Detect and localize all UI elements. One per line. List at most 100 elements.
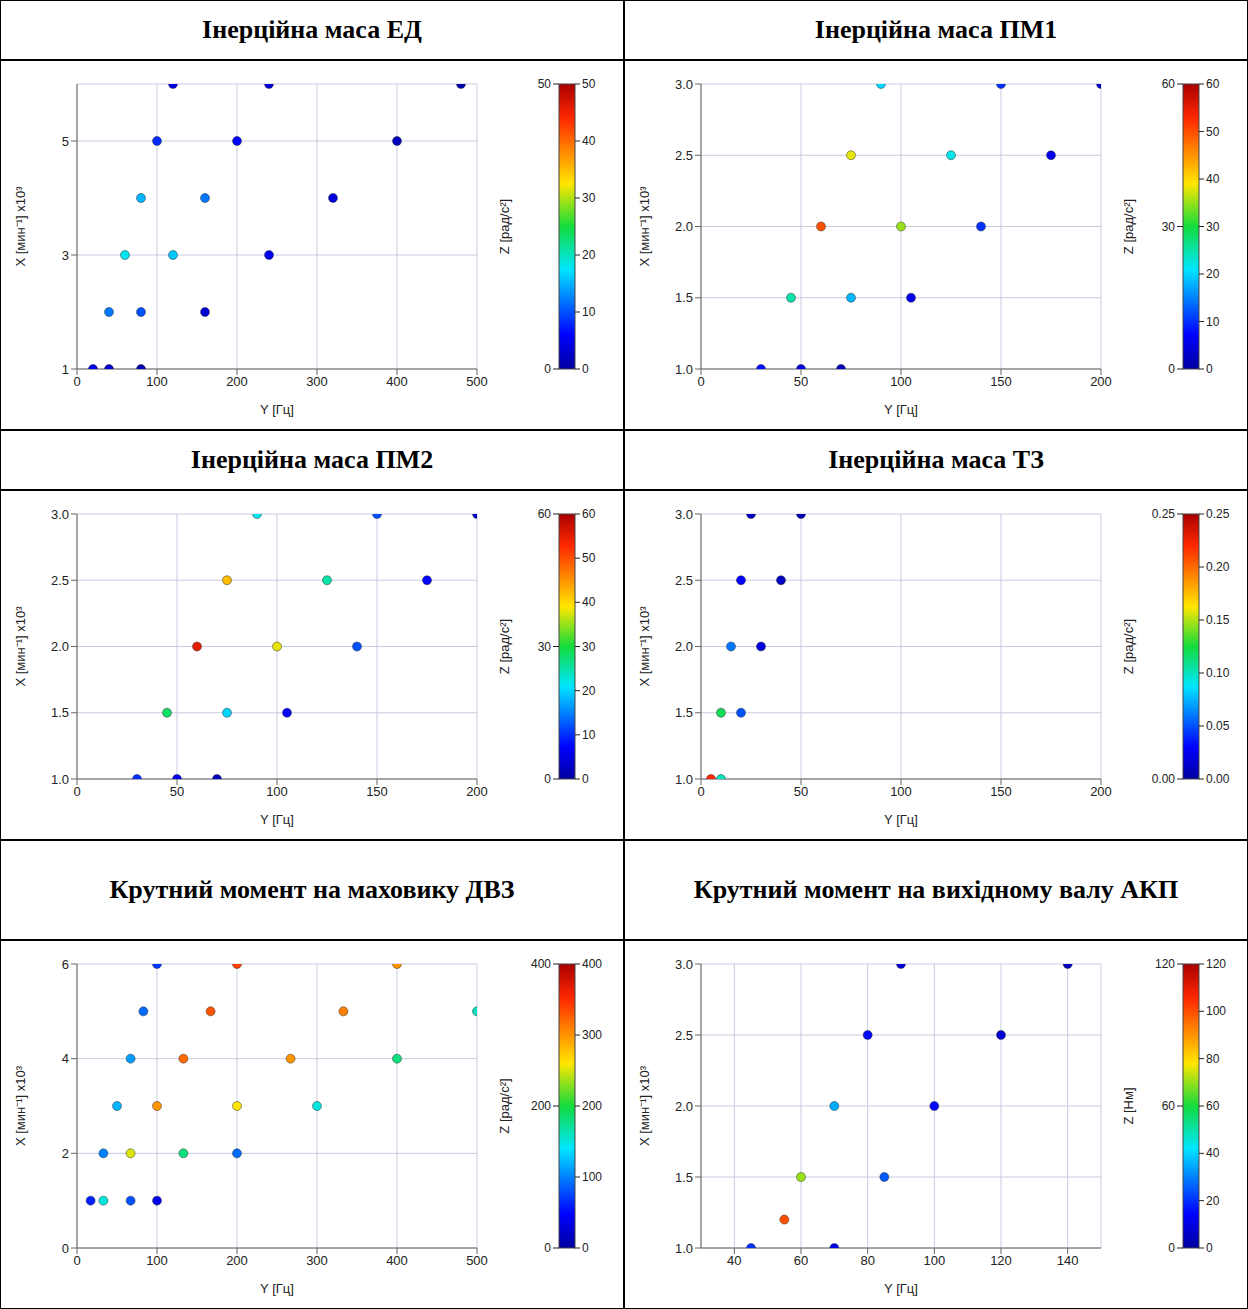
svg-text:0: 0 <box>582 362 589 376</box>
svg-text:1.0: 1.0 <box>51 772 69 787</box>
svg-text:120: 120 <box>990 1253 1012 1268</box>
svg-text:Z [рад/с²]: Z [рад/с²] <box>497 619 512 674</box>
svg-text:50: 50 <box>170 784 184 799</box>
svg-text:Z [рад/с²]: Z [рад/с²] <box>1121 199 1136 254</box>
svg-text:0.25: 0.25 <box>1206 507 1230 521</box>
svg-text:10: 10 <box>582 305 596 319</box>
svg-text:30: 30 <box>538 640 552 654</box>
svg-text:400: 400 <box>582 957 602 971</box>
svg-text:80: 80 <box>1206 1052 1220 1066</box>
svg-text:150: 150 <box>990 374 1012 389</box>
svg-text:400: 400 <box>386 1253 408 1268</box>
svg-text:200: 200 <box>226 1253 248 1268</box>
svg-text:3.0: 3.0 <box>675 507 693 522</box>
svg-text:50: 50 <box>1206 125 1220 139</box>
svg-text:0.00: 0.00 <box>1152 772 1176 786</box>
svg-text:Y [Гц]: Y [Гц] <box>884 1281 918 1296</box>
svg-text:100: 100 <box>923 1253 945 1268</box>
svg-text:50: 50 <box>794 784 808 799</box>
svg-text:200: 200 <box>1090 374 1112 389</box>
svg-text:0: 0 <box>73 374 80 389</box>
svg-text:120: 120 <box>1155 957 1175 971</box>
svg-text:2.5: 2.5 <box>675 148 693 163</box>
svg-text:60: 60 <box>538 507 552 521</box>
svg-text:2.5: 2.5 <box>51 573 69 588</box>
svg-text:2.0: 2.0 <box>51 639 69 654</box>
svg-text:100: 100 <box>1206 1004 1226 1018</box>
svg-text:50: 50 <box>794 374 808 389</box>
svg-text:5: 5 <box>62 134 69 149</box>
svg-text:0.20: 0.20 <box>1206 560 1230 574</box>
svg-text:3.0: 3.0 <box>675 77 693 92</box>
svg-text:40: 40 <box>582 134 596 148</box>
svg-text:Y [Гц]: Y [Гц] <box>260 402 294 417</box>
svg-text:0: 0 <box>697 374 704 389</box>
svg-text:60: 60 <box>794 1253 808 1268</box>
svg-text:50: 50 <box>582 551 596 565</box>
svg-text:Z [Нм]: Z [Нм] <box>1121 1087 1136 1124</box>
svg-text:1.5: 1.5 <box>675 290 693 305</box>
svg-text:140: 140 <box>1057 1253 1079 1268</box>
svg-text:100: 100 <box>146 1253 168 1268</box>
svg-text:0: 0 <box>1168 362 1175 376</box>
svg-text:2.5: 2.5 <box>675 1028 693 1043</box>
svg-text:120: 120 <box>1206 957 1226 971</box>
svg-text:100: 100 <box>266 784 288 799</box>
svg-text:1.5: 1.5 <box>675 705 693 720</box>
svg-text:60: 60 <box>1162 1099 1176 1113</box>
svg-text:20: 20 <box>582 248 596 262</box>
svg-text:Y [Гц]: Y [Гц] <box>260 1281 294 1296</box>
svg-text:0: 0 <box>697 784 704 799</box>
svg-text:20: 20 <box>1206 1194 1220 1208</box>
svg-text:500: 500 <box>466 374 488 389</box>
svg-text:X [мин⁻¹] x10³: X [мин⁻¹] x10³ <box>637 186 652 267</box>
svg-text:400: 400 <box>386 374 408 389</box>
svg-text:Y [Гц]: Y [Гц] <box>884 402 918 417</box>
svg-text:0: 0 <box>73 1253 80 1268</box>
svg-text:1: 1 <box>62 362 69 377</box>
svg-text:100: 100 <box>146 374 168 389</box>
svg-text:0: 0 <box>544 1241 551 1255</box>
svg-text:60: 60 <box>1162 77 1176 91</box>
svg-text:30: 30 <box>1206 220 1220 234</box>
svg-text:0.25: 0.25 <box>1152 507 1176 521</box>
svg-text:150: 150 <box>990 784 1012 799</box>
svg-text:X [мин⁻¹] x10³: X [мин⁻¹] x10³ <box>637 606 652 687</box>
svg-text:200: 200 <box>1090 784 1112 799</box>
svg-text:0: 0 <box>62 1241 69 1256</box>
svg-text:40: 40 <box>727 1253 741 1268</box>
svg-text:X [мин⁻¹] x10³: X [мин⁻¹] x10³ <box>13 1065 28 1146</box>
svg-text:2.0: 2.0 <box>675 219 693 234</box>
svg-text:60: 60 <box>1206 77 1220 91</box>
svg-text:X [мин⁻¹] x10³: X [мин⁻¹] x10³ <box>13 606 28 687</box>
svg-text:10: 10 <box>1206 315 1220 329</box>
svg-text:60: 60 <box>1206 1099 1220 1113</box>
svg-text:X [мин⁻¹] x10³: X [мин⁻¹] x10³ <box>13 186 28 267</box>
svg-text:100: 100 <box>582 1170 602 1184</box>
svg-text:Z [рад/с²]: Z [рад/с²] <box>497 1078 512 1133</box>
svg-text:100: 100 <box>890 374 912 389</box>
svg-text:500: 500 <box>466 1253 488 1268</box>
svg-text:0: 0 <box>544 772 551 786</box>
svg-text:30: 30 <box>1162 220 1176 234</box>
svg-text:3: 3 <box>62 248 69 263</box>
svg-text:200: 200 <box>531 1099 551 1113</box>
svg-text:40: 40 <box>1206 172 1220 186</box>
svg-text:20: 20 <box>582 684 596 698</box>
svg-text:400: 400 <box>531 957 551 971</box>
svg-text:300: 300 <box>306 1253 328 1268</box>
svg-text:Y [Гц]: Y [Гц] <box>260 812 294 827</box>
svg-text:0.10: 0.10 <box>1206 666 1230 680</box>
svg-text:40: 40 <box>582 595 596 609</box>
svg-text:0.05: 0.05 <box>1206 719 1230 733</box>
svg-text:0.00: 0.00 <box>1206 772 1230 786</box>
svg-text:0.15: 0.15 <box>1206 613 1230 627</box>
svg-text:3.0: 3.0 <box>675 957 693 972</box>
svg-text:50: 50 <box>538 77 552 91</box>
svg-text:50: 50 <box>582 77 596 91</box>
svg-text:150: 150 <box>366 784 388 799</box>
svg-text:2.0: 2.0 <box>675 639 693 654</box>
svg-text:1.0: 1.0 <box>675 772 693 787</box>
svg-text:6: 6 <box>62 957 69 972</box>
svg-text:Z [рад/с²]: Z [рад/с²] <box>1121 619 1136 674</box>
